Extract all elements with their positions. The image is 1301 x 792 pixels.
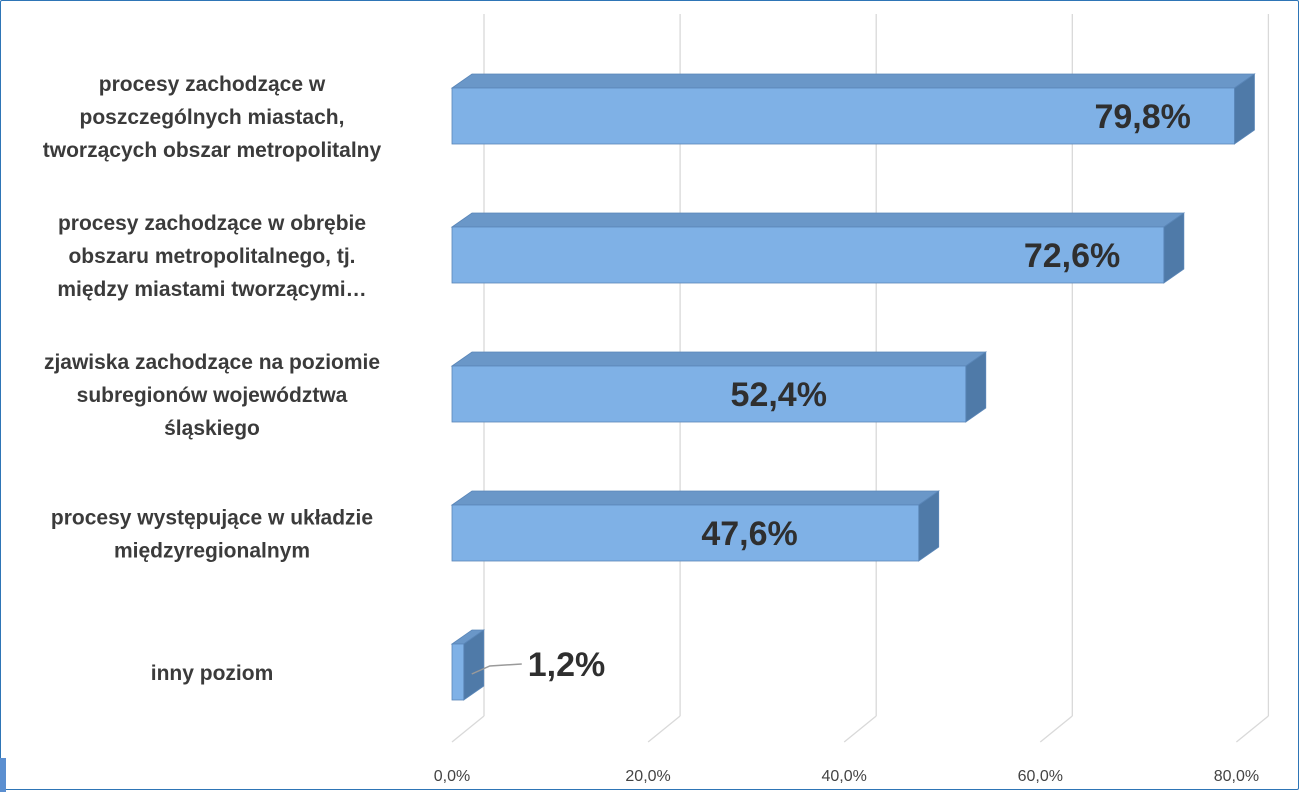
data-label: 47,6% [701,515,797,553]
gridline-floor [843,715,877,743]
x-tick-label: 40,0% [822,768,867,785]
bar-front-face [451,87,1235,145]
gridline-floor [451,715,485,743]
category-label: procesy występujące w układzie międzyregi… [51,507,373,563]
category-label-line: zjawiska zachodzące na poziomie [44,351,380,374]
bar [450,73,1256,145]
bar-top-face [450,73,1256,89]
x-axis-ticks: 0,0% 20,0% 40,0% 60,0% 80,0% [434,768,1259,785]
data-label: 52,4% [731,376,827,414]
category-label-line: tworzących obszar metropolitalny [43,139,382,162]
category-label: procesy zachodzące w poszczególnych miast… [43,73,382,162]
bar-front-face [451,643,465,701]
data-label: 79,8% [1094,98,1190,136]
x-tick-label: 20,0% [625,768,670,785]
category-label-line: procesy zachodzące w [99,73,326,96]
bar-front-face [451,504,920,562]
data-label-leader [471,663,522,675]
x-tick-label: 80,0% [1214,768,1259,785]
category-label-line: międzyregionalnym [114,540,310,563]
gridline-floor [1235,715,1269,743]
category-label-line: obszaru metropolitalnego, tj. [68,245,355,268]
x-tick-label: 0,0% [434,768,470,785]
category-label: inny poziom [151,662,274,685]
bar [450,212,1186,284]
category-label-line: poszczególnych miastach, [80,106,345,129]
bar-front-face [451,226,1165,284]
category-label-line: procesy występujące w układzie [51,507,373,530]
category-label-line: inny poziom [151,662,274,685]
bar [450,351,988,423]
x-tick-label: 60,0% [1018,768,1063,785]
bar [450,490,940,562]
bar-top-face [450,490,940,506]
bar-front-face [451,365,967,423]
category-label: procesy zachodzące w obrębie obszaru metr… [57,212,366,301]
category-label-line: między miastami tworzącymi… [57,278,366,301]
bar [450,629,486,701]
gridline-floor [1039,715,1073,743]
category-label-line: śląskiego [164,417,260,440]
category-labels: procesy zachodzące w poszczególnych miast… [43,73,382,685]
category-label-line: subregionów województwa [77,384,348,407]
gridline-floor [647,715,681,743]
bars [450,73,1256,701]
bar-top-face [450,351,988,367]
category-label: zjawiska zachodzące na poziomie subregion… [44,351,380,440]
category-label-line: procesy zachodzące w obrębie [58,212,366,235]
data-label: 1,2% [528,646,606,684]
bar-top-face [450,212,1186,228]
value-labels: 79,8% 72,6% 52,4% 47,6% 1,2% [471,98,1191,684]
data-label: 72,6% [1024,237,1120,275]
corner-accent [0,758,6,792]
